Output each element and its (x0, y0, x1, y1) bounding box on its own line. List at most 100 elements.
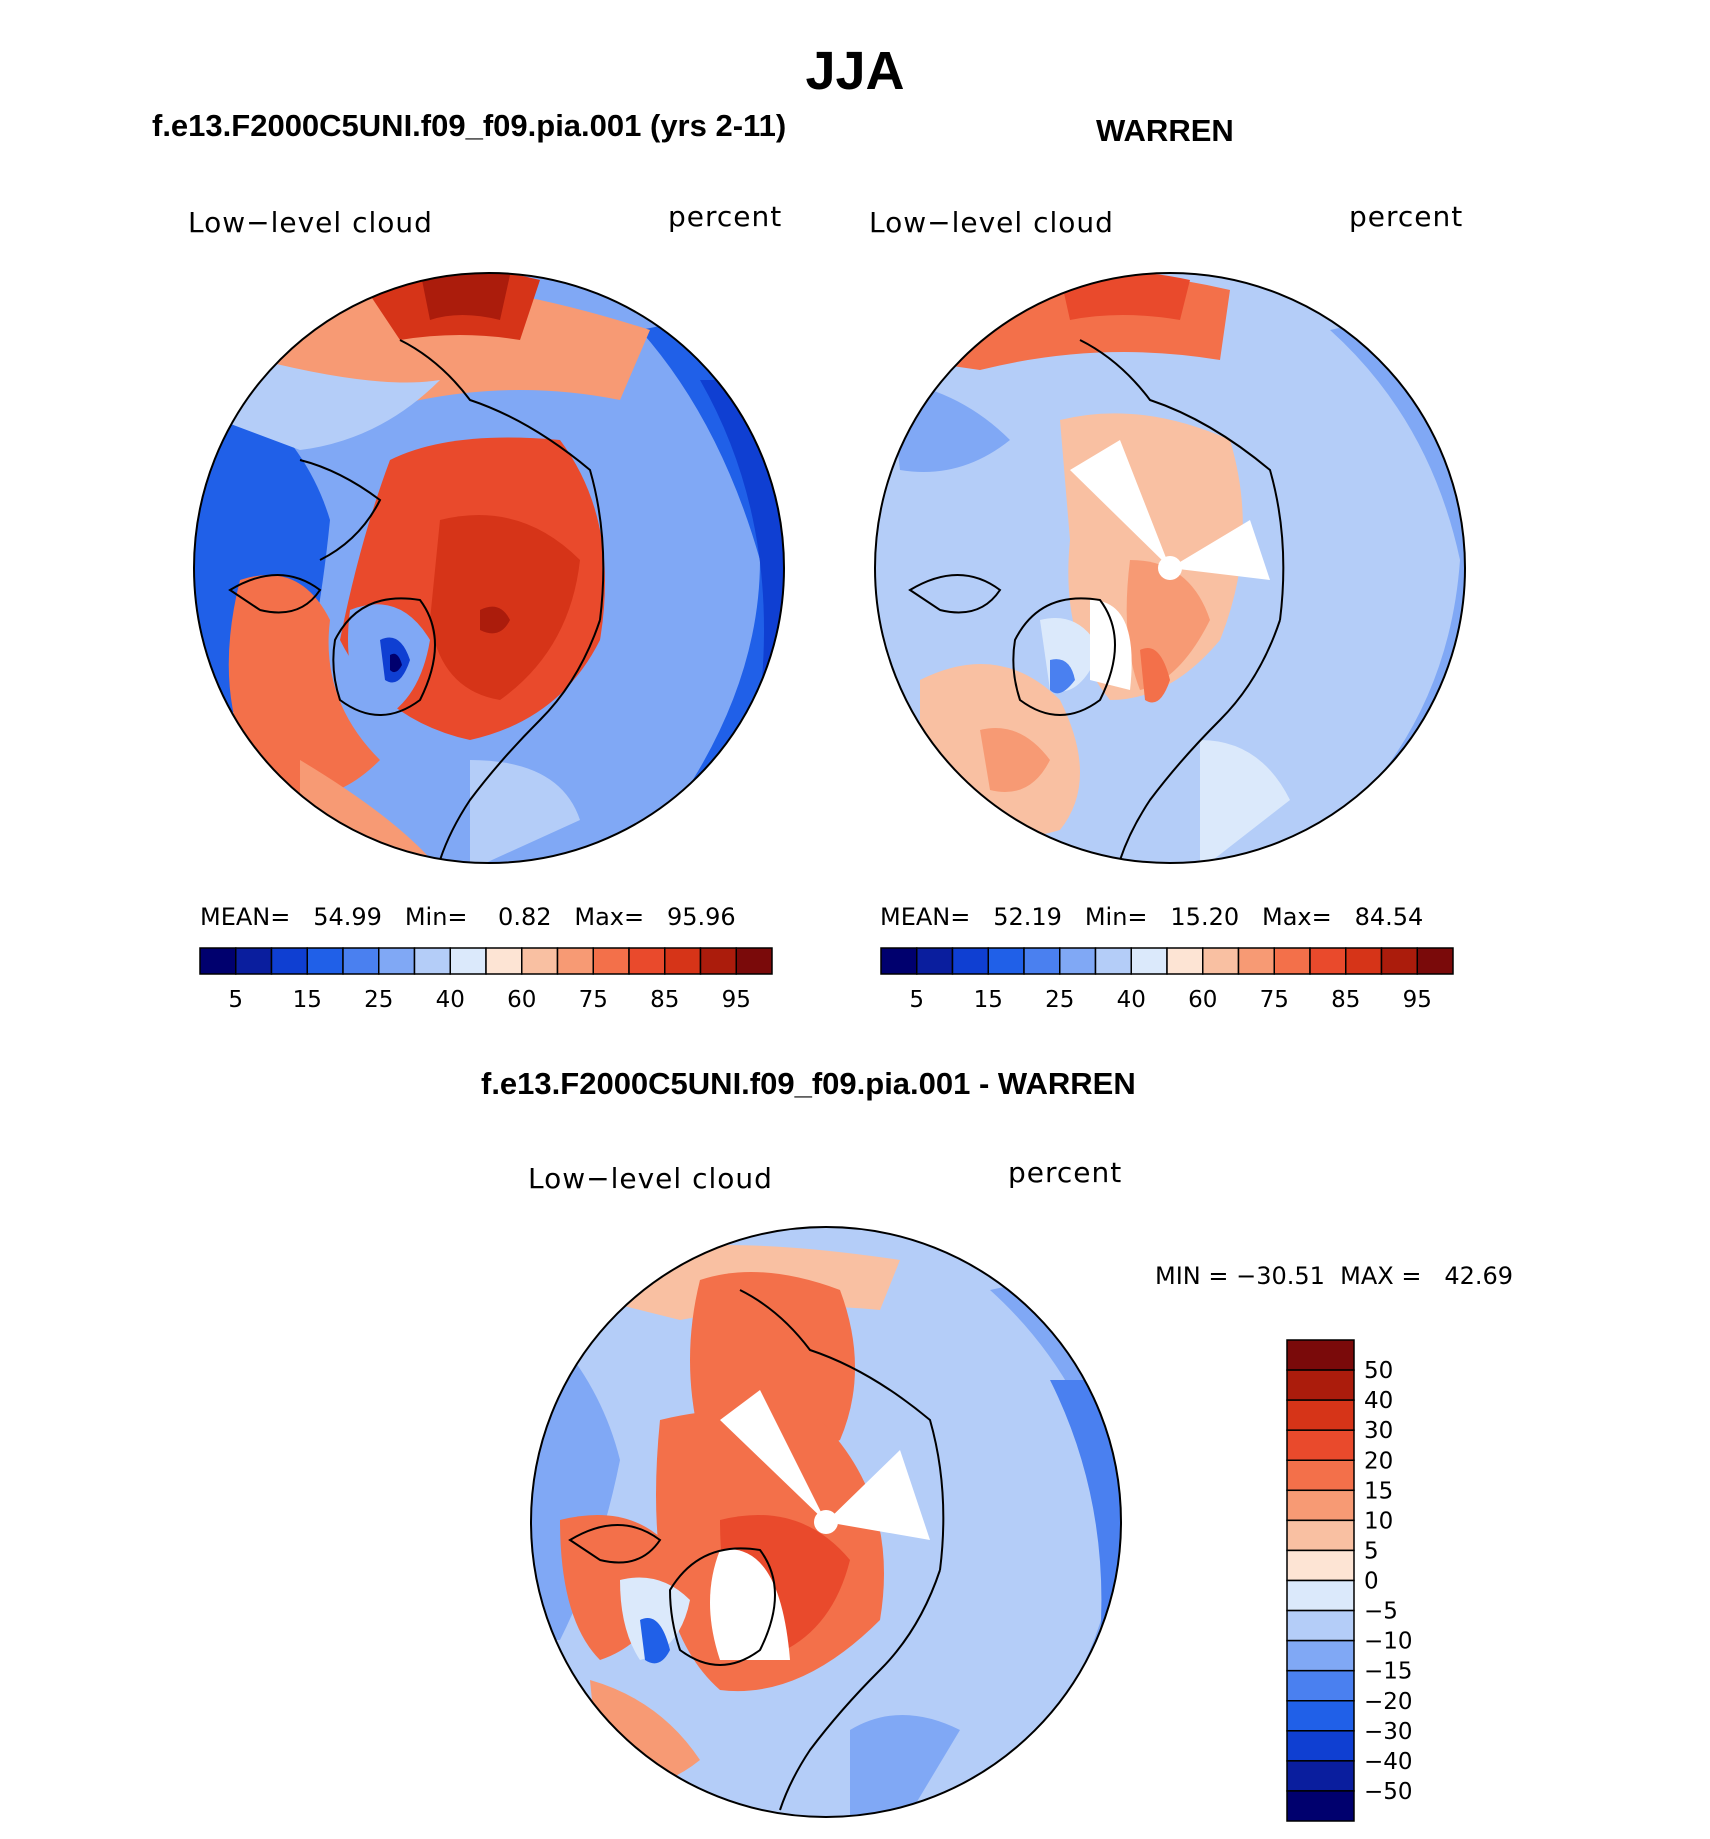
panel-1-units-label: percent (668, 200, 783, 233)
colorbar-box (306, 947, 344, 975)
colorbar-tick-label: −5 (1364, 1599, 1398, 1625)
colorbar-box (1286, 1459, 1355, 1492)
colorbar-tick-label: 30 (1364, 1418, 1393, 1444)
colorbar-tick-label: 15 (293, 987, 322, 1013)
model-map-coastlines (228, 339, 605, 861)
warren-map-border (874, 272, 1466, 864)
colorbar-tick-label: 85 (1331, 987, 1360, 1013)
colorbar-tick-label: −30 (1364, 1719, 1413, 1745)
colorbar-box (1273, 947, 1311, 975)
colorbar-box (1237, 947, 1275, 975)
colorbar-box (199, 947, 237, 975)
colorbar-box (1286, 1399, 1355, 1431)
colorbar-tick-label: 75 (1260, 987, 1289, 1013)
panel-1-stats: MEAN= 54.99 Min= 0.82 Max= 95.96 (200, 903, 736, 931)
colorbar-box (270, 947, 308, 975)
panel-3-variable-label: Low−level cloud (528, 1162, 773, 1195)
colorbar-tick-label: 25 (1045, 987, 1074, 1013)
colorbar-box (485, 947, 523, 975)
colorbar-box (1286, 1730, 1355, 1762)
panel-2-stats: MEAN= 52.19 Min= 15.20 Max= 84.54 (880, 903, 1424, 931)
colorbar-tick-label: −15 (1364, 1659, 1413, 1685)
colorbar-tick-label: 10 (1364, 1508, 1393, 1534)
colorbar-tick-label: −40 (1364, 1749, 1413, 1775)
colorbar-box (592, 947, 630, 975)
colorbar-box (1286, 1339, 1355, 1371)
colorbar-box (521, 947, 559, 975)
colorbar-box (951, 947, 989, 975)
colorbar-box (1202, 947, 1240, 975)
colorbar-box (880, 947, 918, 975)
colorbar-tick-label: 75 (579, 987, 608, 1013)
colorbar-tick-label: 40 (1117, 987, 1146, 1013)
colorbar-tick-label: 5 (228, 987, 243, 1013)
colorbar-tick-label: 85 (650, 987, 679, 1013)
warren-colorbar: 5 15 25 40 60 75 85 95 (880, 947, 1454, 1013)
colorbar-box (1094, 947, 1132, 975)
colorbar-box (1286, 1669, 1355, 1702)
colorbar-box (1286, 1639, 1355, 1672)
colorbar-box (699, 947, 737, 975)
model-cloud-map (194, 273, 784, 863)
colorbar-box (1286, 1760, 1355, 1792)
colorbar-tick-label: 15 (974, 987, 1003, 1013)
colorbar-box (916, 947, 954, 975)
colorbar-tick-label: 60 (1188, 987, 1217, 1013)
colorbar-box (1166, 947, 1204, 975)
colorbar-box (1416, 947, 1454, 975)
colorbar-box (987, 947, 1025, 975)
colorbar-tick-label: 95 (722, 987, 751, 1013)
colorbar-box (1130, 947, 1168, 975)
colorbar-box (1345, 947, 1383, 975)
panel-3-min-max: MIN = −30.51 MAX = 42.69 (1155, 1262, 1514, 1290)
panel-1-title: f.e13.F2000C5UNI.f09_f09.pia.001 (yrs 2-… (152, 108, 787, 143)
colorbar-tick-label: 40 (436, 987, 465, 1013)
colorbar-box (664, 947, 702, 975)
colorbar-box (413, 947, 451, 975)
figure-title: JJA (805, 41, 905, 101)
colorbar-box (1286, 1489, 1355, 1522)
warren-map-coastlines (908, 339, 1285, 861)
panel-2-variable-label: Low−level cloud (869, 206, 1114, 239)
colorbar-box (1286, 1519, 1355, 1552)
colorbar-box (1309, 947, 1347, 975)
colorbar-box (378, 947, 416, 975)
difference-map-coastlines (568, 1289, 945, 1811)
colorbar-tick-label: 20 (1364, 1448, 1393, 1474)
colorbar-tick-label: 40 (1364, 1388, 1393, 1414)
colorbar-tick-label: −20 (1364, 1689, 1413, 1715)
colorbar-tick-label: 50 (1364, 1358, 1393, 1384)
panel-3-units-label: percent (1008, 1156, 1123, 1189)
panel-2-title: WARREN (1096, 113, 1234, 148)
panel-1-variable-label: Low−level cloud (188, 206, 433, 239)
colorbar-box (1286, 1609, 1355, 1642)
difference-map-border (530, 1226, 1122, 1818)
colorbar-box (1286, 1700, 1355, 1732)
colorbar-box (235, 947, 273, 975)
colorbar-box (1286, 1790, 1355, 1822)
colorbar-box (1286, 1429, 1355, 1461)
colorbar-tick-label: 5 (1364, 1538, 1379, 1564)
model-colorbar: 5 15 25 40 60 75 85 95 (199, 947, 773, 1013)
colorbar-box (1286, 1549, 1355, 1582)
colorbar-box (1059, 947, 1097, 975)
colorbar-tick-label: −50 (1364, 1779, 1413, 1805)
difference-cloud-map (531, 1227, 1121, 1817)
colorbar-box (449, 947, 487, 975)
colorbar-tick-label: 95 (1403, 987, 1432, 1013)
colorbar-box (342, 947, 380, 975)
colorbar-box (1286, 1579, 1355, 1612)
panel-2-units-label: percent (1349, 200, 1464, 233)
colorbar-box (735, 947, 773, 975)
colorbar-tick-label: 15 (1364, 1478, 1393, 1504)
colorbar-box (1286, 1369, 1355, 1401)
colorbar-box (556, 947, 594, 975)
colorbar-box (1380, 947, 1418, 975)
colorbar-tick-label: 25 (364, 987, 393, 1013)
colorbar-tick-label: −10 (1364, 1629, 1413, 1655)
model-map-border (193, 272, 785, 864)
colorbar-box (1023, 947, 1061, 975)
colorbar-box (628, 947, 666, 975)
